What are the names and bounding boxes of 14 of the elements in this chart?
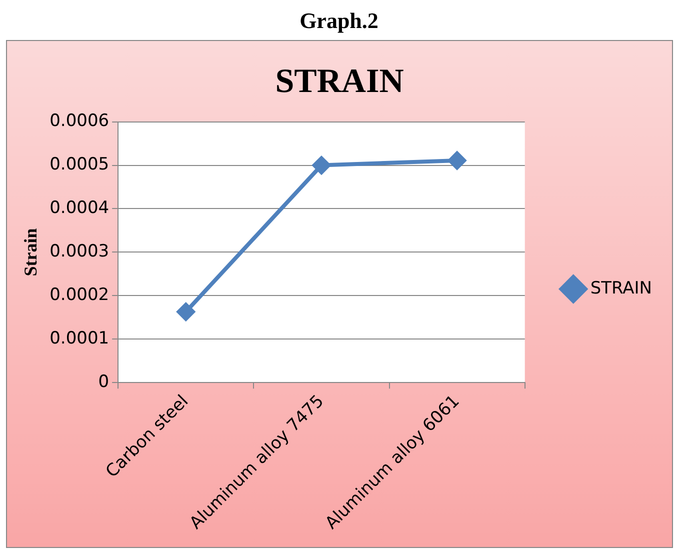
y-tick-label: 0.0002 (50, 285, 110, 306)
point (448, 151, 466, 170)
legend-label: STRAIN (590, 278, 652, 298)
y-axis-title: Strain (20, 228, 40, 276)
point (176, 302, 195, 321)
y-tick-label: 0 (98, 372, 110, 392)
chart-title: STRAIN (275, 63, 404, 100)
y-tick-label: 0.0005 (50, 154, 110, 175)
y-tick-label: 0.0006 (50, 111, 110, 132)
y-tick-label: 0.0001 (50, 328, 110, 349)
y-tick-label: 0.0004 (50, 198, 110, 218)
y-tick-label: 0.0003 (50, 242, 110, 262)
text: Graph.2 (298, 8, 380, 34)
point (312, 156, 330, 174)
